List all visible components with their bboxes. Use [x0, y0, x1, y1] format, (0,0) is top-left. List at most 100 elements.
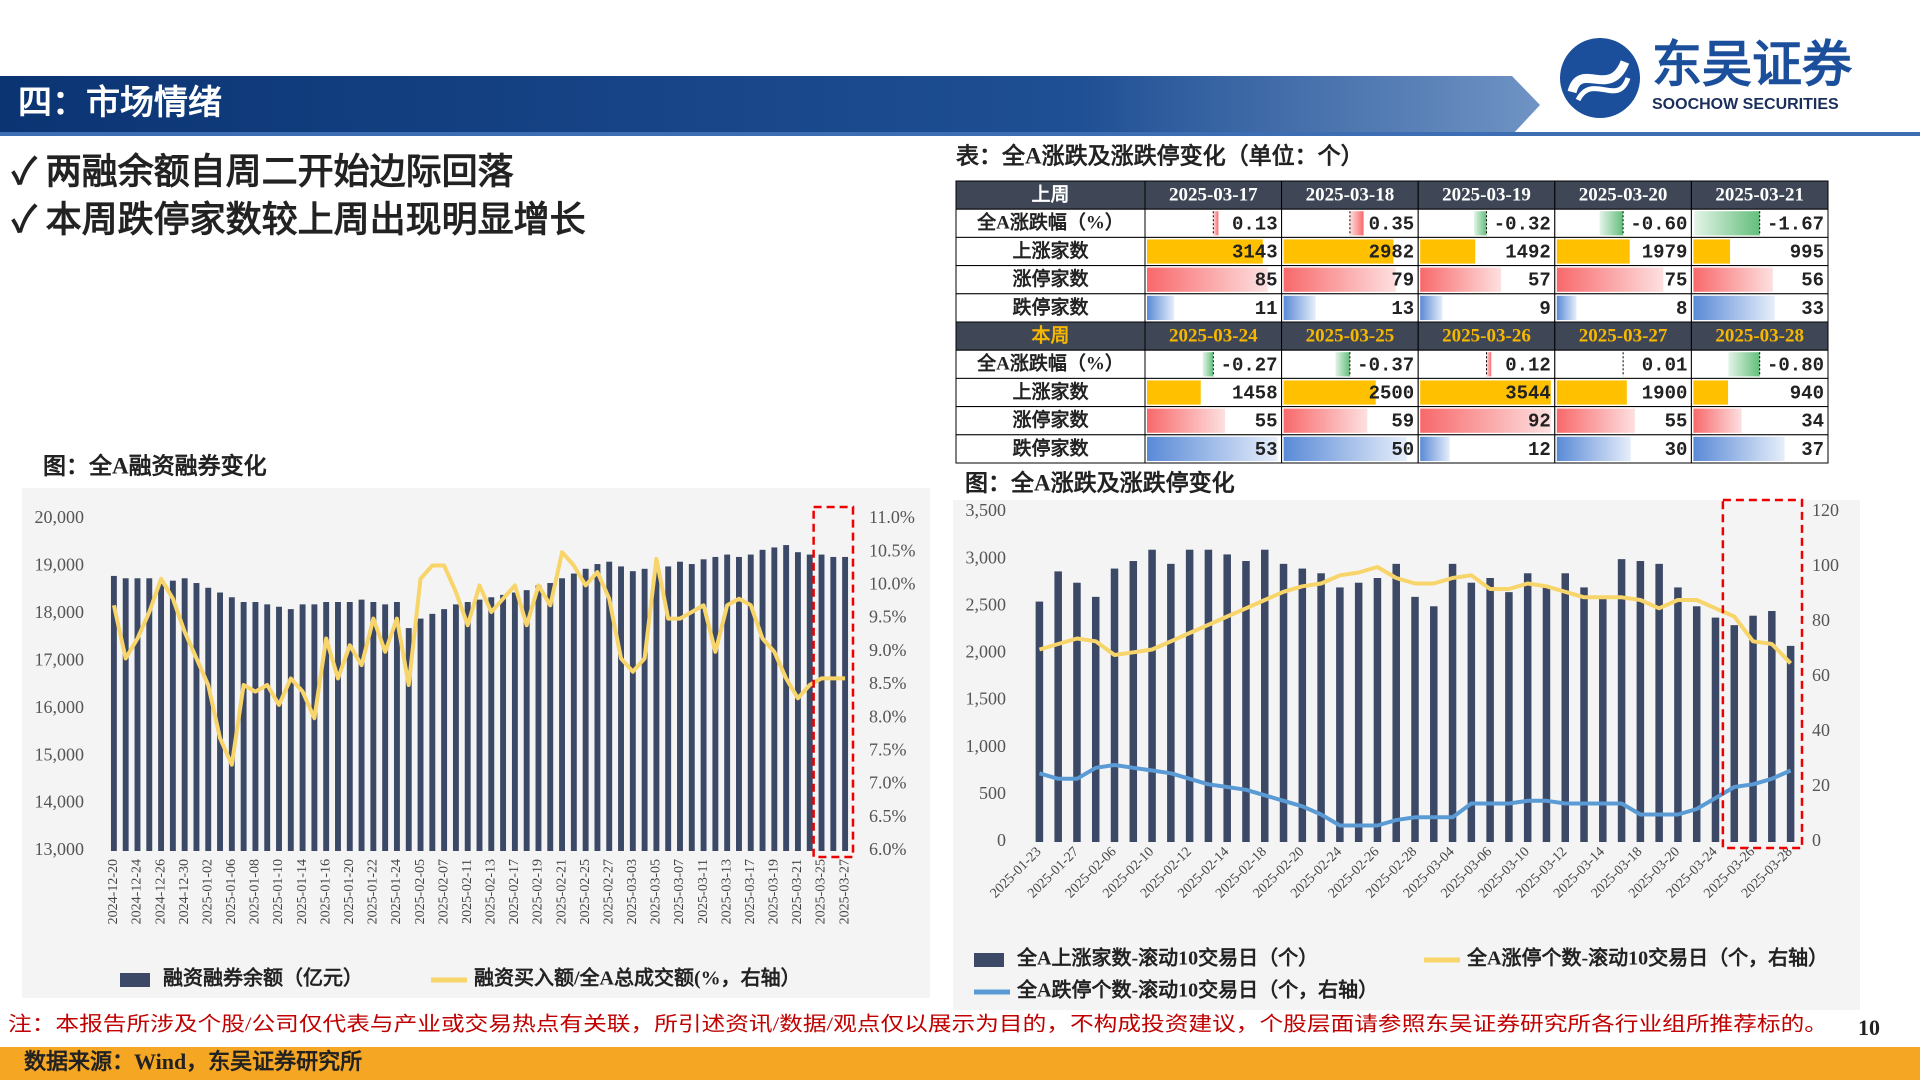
x-tick-label: 2025-02-05 — [413, 859, 428, 924]
x-tick-label: 2025-01-16 — [318, 859, 333, 924]
table-row-label: 上涨家数 — [1012, 380, 1089, 403]
data-bar — [1420, 436, 1450, 461]
footer-note: 注：本报告所涉及个股/公司仅代表与产业或交易热点有关联，所引述资讯/数据/观点仅… — [8, 1013, 1828, 1036]
table-value: 0.01 — [1642, 354, 1688, 376]
bar — [146, 578, 153, 851]
y2-tick-label: 6.0% — [869, 839, 907, 859]
x-tick-label: 2025-03-07 — [672, 859, 687, 924]
bar — [500, 594, 507, 851]
bar — [464, 602, 471, 851]
x-tick-label: 2025-03-05 — [649, 859, 664, 924]
table-value: 56 — [1801, 270, 1824, 292]
bar — [1467, 582, 1476, 842]
bar — [1599, 596, 1607, 842]
y-tick-label: 2,500 — [966, 594, 1007, 614]
bar — [794, 552, 801, 851]
table-row-label: 跌停家数 — [1012, 295, 1089, 318]
y-tick-label: 500 — [979, 783, 1006, 803]
table-value: -0.60 — [1630, 213, 1687, 235]
header-rule — [0, 132, 1920, 136]
data-bar — [1283, 380, 1376, 405]
table-header-cell — [955, 180, 1146, 210]
bar — [759, 549, 766, 851]
bar — [393, 602, 400, 851]
table-cell — [955, 377, 1146, 408]
table-header-cell — [1417, 321, 1556, 351]
table-value: 37 — [1801, 439, 1824, 461]
table-header-text: 2025-03-28 — [1715, 325, 1804, 346]
data-bar — [1283, 267, 1396, 292]
table-value: 79 — [1391, 270, 1414, 292]
table-value: 1900 — [1642, 383, 1688, 405]
table-title: 表：全A涨跌及涨跌停变化（单位：个） — [956, 142, 1364, 168]
data-bar — [1335, 352, 1350, 377]
data-bar — [1693, 267, 1773, 292]
bar — [1148, 549, 1156, 842]
y2-tick-label: 100 — [1812, 555, 1839, 575]
data-bar — [1147, 436, 1278, 461]
table-value: 30 — [1665, 439, 1688, 461]
data-bar — [1283, 436, 1407, 461]
y2-tick-label: 6.5% — [869, 806, 907, 826]
x-tick-label: 2025-02-17 — [507, 859, 522, 924]
bar — [299, 604, 306, 851]
bar — [1073, 582, 1081, 842]
bar — [429, 613, 436, 851]
table-header-text: 2025-03-21 — [1715, 184, 1804, 205]
bar — [1505, 592, 1513, 842]
x-tick-label: 2024-12-26 — [153, 859, 168, 924]
data-bar — [1147, 295, 1175, 320]
y-tick-label: 18,000 — [35, 602, 85, 622]
bar — [1674, 587, 1682, 842]
data-bar — [1147, 380, 1201, 405]
data-bar — [1556, 408, 1635, 433]
bar — [311, 604, 318, 851]
table-value: 12 — [1528, 439, 1551, 461]
bar — [771, 547, 778, 851]
table-value: -0.32 — [1494, 213, 1551, 235]
bar — [122, 578, 129, 851]
y2-tick-label: 7.5% — [869, 740, 907, 760]
bar — [217, 592, 223, 851]
bar — [370, 602, 377, 851]
legend-label: 融资融券余额（亿元） — [163, 966, 363, 990]
bar — [1373, 578, 1382, 842]
data-bar — [1693, 295, 1775, 320]
table-value: 995 — [1790, 242, 1824, 264]
table-value: 33 — [1801, 298, 1824, 320]
table-value: 50 — [1391, 439, 1414, 461]
bar — [1392, 563, 1400, 842]
data-bar — [1420, 408, 1551, 433]
bar — [1411, 596, 1419, 842]
y-tick-label: 16,000 — [35, 697, 85, 717]
x-tick-label: 2024-12-20 — [106, 859, 121, 924]
x-tick-label: 2025-03-19 — [767, 859, 782, 924]
table-row-label: 涨停家数 — [1012, 267, 1089, 290]
bar — [240, 602, 247, 851]
bar — [1110, 568, 1119, 842]
x-tick-label: 2025-03-13 — [719, 859, 734, 924]
data-bar — [1147, 239, 1263, 264]
table-value: 1979 — [1642, 242, 1688, 264]
bar — [1730, 625, 1739, 842]
table-header-text: 2025-03-20 — [1579, 184, 1668, 205]
footer-source: 数据来源：Wind，东吴证券研究所 — [24, 1049, 362, 1074]
y2-tick-label: 80 — [1812, 610, 1830, 630]
table-value: 9 — [1539, 298, 1550, 320]
y2-tick-label: 9.0% — [869, 640, 907, 660]
bar — [1317, 573, 1325, 842]
chart-title: 图：全A涨跌及涨跌停变化 — [965, 469, 1235, 495]
legend-label: 全A涨停个数-滚动10交易日（个，右轴） — [1466, 946, 1828, 970]
bar — [1298, 568, 1307, 842]
bar — [346, 602, 353, 851]
bar — [641, 568, 648, 851]
table-header-text: 2025-03-18 — [1306, 184, 1395, 205]
data-bar — [1420, 267, 1502, 292]
footer-bar — [0, 1047, 1920, 1080]
chart-background — [953, 500, 1860, 1010]
y-tick-label: 3,000 — [966, 547, 1007, 567]
data-bar — [1693, 380, 1729, 405]
header-title: 四：市场情绪 — [18, 83, 222, 122]
bar — [582, 568, 589, 851]
table-value: 55 — [1255, 411, 1278, 433]
